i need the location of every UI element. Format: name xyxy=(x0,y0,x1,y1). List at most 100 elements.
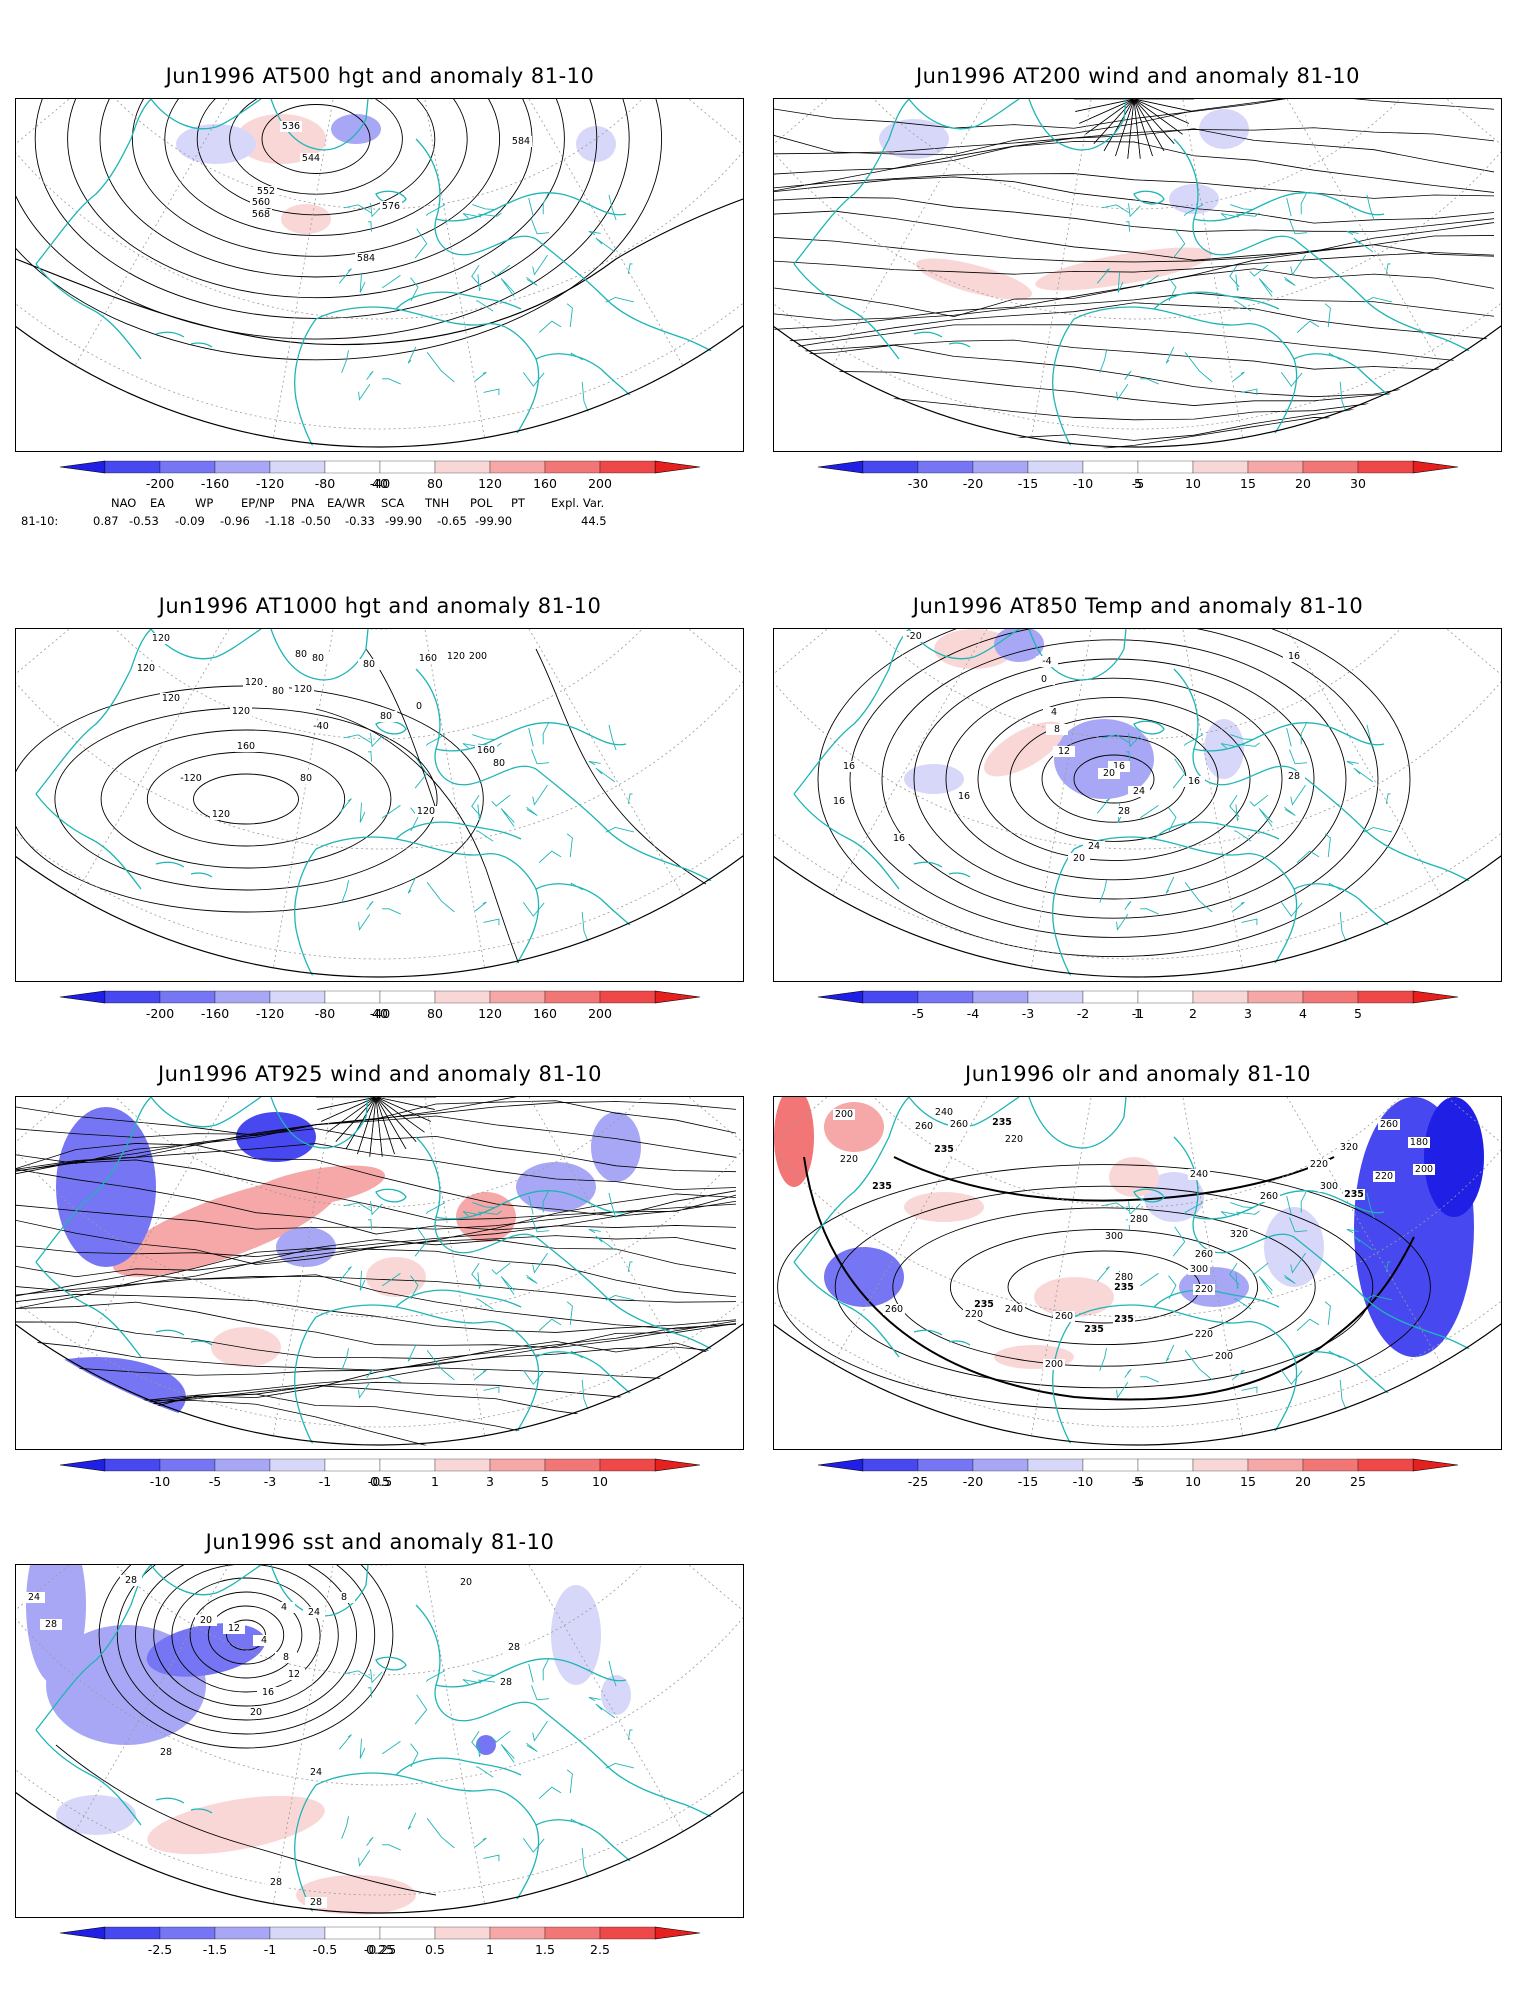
country-border xyxy=(1184,352,1213,383)
colorbar-bin xyxy=(434,1458,491,1472)
country-border xyxy=(475,830,494,842)
country-border xyxy=(526,276,538,286)
country-border xyxy=(1184,1350,1213,1381)
country-border xyxy=(1290,1252,1306,1274)
contour-line xyxy=(171,1577,321,1693)
country-border xyxy=(1241,918,1258,926)
country-border xyxy=(1235,1272,1239,1289)
colorbar-bin xyxy=(1082,460,1139,474)
contour-label: 16 xyxy=(262,1687,274,1698)
country-border xyxy=(1363,1294,1392,1301)
colorbar-tick-label: 200 xyxy=(588,476,612,491)
colorbar-tick-label: -200 xyxy=(145,1006,175,1021)
colorbar-tick-label: 2.5 xyxy=(590,1942,610,1957)
coastline xyxy=(150,1565,262,1596)
contour-label: -40 xyxy=(313,721,329,732)
contour-label: 576 xyxy=(382,201,400,212)
colorbar-tick-label: 0.5 xyxy=(425,1942,445,1957)
country-border xyxy=(1140,908,1159,915)
coastline xyxy=(1193,722,1385,752)
country-border xyxy=(477,1272,481,1289)
coastline xyxy=(294,318,317,449)
contour-label: 12 xyxy=(1058,746,1070,757)
panel-u200: Jun1996 AT200 wind and anomaly 81-10 -30… xyxy=(773,60,1503,540)
contour-label: 24 xyxy=(308,1607,320,1618)
country-border xyxy=(1289,749,1308,765)
country-border xyxy=(1220,1211,1240,1217)
colorbar-bin xyxy=(104,1458,161,1472)
coastline xyxy=(908,99,1020,130)
country-border xyxy=(474,901,487,912)
coastline xyxy=(35,1097,152,1263)
coastline xyxy=(35,793,142,890)
colorbar-arrow-high xyxy=(654,990,701,1004)
colorbar-bin xyxy=(1247,460,1304,474)
streamline xyxy=(774,99,1495,155)
colorbar-arrow-low xyxy=(59,1458,106,1472)
colorbar-tick-label: 1 xyxy=(486,1942,494,1957)
coastline xyxy=(435,1658,627,1688)
contour-label: 120 xyxy=(447,651,465,662)
country-border xyxy=(382,378,401,385)
contour-label: 235 xyxy=(974,1299,994,1310)
contour-line xyxy=(193,773,299,825)
streamline xyxy=(321,1097,377,1122)
coastline xyxy=(315,306,540,449)
colorbar-arrow-low xyxy=(817,1458,864,1472)
teleconnection-value: -0.09 xyxy=(175,514,205,528)
contour-label-bg xyxy=(973,1299,995,1310)
country-border xyxy=(381,1741,401,1755)
colorbar-arrow-high xyxy=(654,460,701,474)
contour-label: 240 xyxy=(1005,1304,1023,1315)
colorbar-tick-label: 3 xyxy=(486,1474,494,1489)
colorbar-tick-label: -120 xyxy=(255,476,285,491)
colorbar-bin xyxy=(269,1926,326,1940)
streamline xyxy=(774,210,1495,261)
streamline xyxy=(16,1275,737,1303)
country-border xyxy=(566,303,573,328)
colorbar-olr: -25 -20 -15 -10 -5 5 10 15 20 25 xyxy=(817,1458,1468,1498)
contour-label: 28 xyxy=(508,1642,520,1653)
country-border xyxy=(471,1731,482,1754)
country-border xyxy=(1102,734,1130,744)
country-border xyxy=(491,264,511,277)
country-border xyxy=(1128,1201,1141,1216)
colorbar-tick-label: -10 xyxy=(1072,476,1094,491)
streamline xyxy=(16,1346,737,1376)
coastline xyxy=(375,720,407,735)
colorbar-tick-label: -200 xyxy=(145,476,175,491)
country-border xyxy=(1324,1301,1331,1326)
coastline xyxy=(535,1351,657,1418)
contour-label-bg xyxy=(933,1107,955,1118)
country-border xyxy=(1346,760,1359,766)
contour-label: 300 xyxy=(1105,1231,1123,1242)
map-sst: 24 28 28 20 12 4 8 12 16 20 4 24 8 20 28 28 24 28 28 28 xyxy=(15,1564,744,1918)
contour-label-bg xyxy=(888,833,910,844)
coastline xyxy=(948,1340,971,1346)
colorbar-bin xyxy=(434,990,491,1004)
coastline xyxy=(155,331,185,338)
contour-line xyxy=(893,1156,1335,1202)
country-border xyxy=(538,850,562,863)
country-border xyxy=(344,734,372,744)
coastline xyxy=(155,861,185,868)
country-border xyxy=(410,1743,419,1768)
country-border xyxy=(1229,795,1240,818)
country-border xyxy=(370,203,383,218)
streamline xyxy=(16,1393,737,1447)
contour-label-bg xyxy=(445,651,467,662)
country-border xyxy=(478,1210,502,1215)
panel-sst: Jun1996 sst and anomaly 81-10 24 28 28 20 12… xyxy=(15,1526,745,1966)
country-border xyxy=(1339,381,1347,412)
contour-label: 260 xyxy=(1380,1119,1398,1130)
contour-label: 4 xyxy=(281,1602,287,1613)
country-border xyxy=(1220,213,1240,219)
colorbar-tick-label: 5 xyxy=(1354,1006,1362,1021)
colorbar-bin xyxy=(269,1458,326,1472)
colorbar-arrow-low xyxy=(59,990,106,1004)
contour-label-bg xyxy=(503,1642,525,1653)
teleconnection-value: -0.53 xyxy=(129,514,159,528)
country-border xyxy=(483,918,500,926)
streamline xyxy=(1133,99,1189,124)
contour-label-bg xyxy=(455,1577,477,1588)
